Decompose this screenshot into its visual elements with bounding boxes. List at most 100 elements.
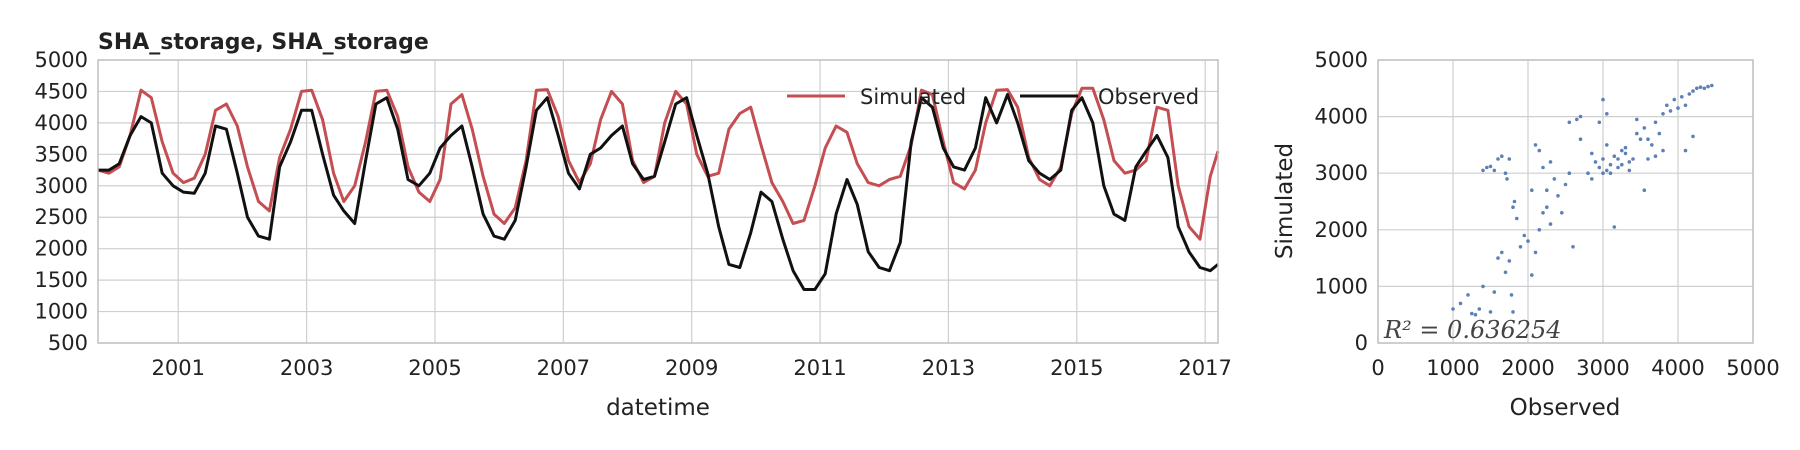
scatter-point — [1672, 97, 1677, 102]
scatter-point — [1687, 92, 1692, 96]
scatter-point — [1571, 245, 1575, 249]
timeseries-x-tick-label: 2015 — [1050, 356, 1103, 380]
timeseries-y-tick-label: 4000 — [35, 111, 88, 135]
scatter-point — [1477, 307, 1482, 311]
scatter-point — [1488, 310, 1493, 314]
scatter-point — [1695, 86, 1699, 91]
scatter-point — [1496, 256, 1500, 260]
scatter-point — [1605, 112, 1609, 116]
scatter-point — [1590, 151, 1594, 156]
scatter-point — [1635, 131, 1639, 136]
scatter-point — [1567, 171, 1572, 175]
scatter-point — [1620, 148, 1624, 153]
scatter-point — [1646, 137, 1650, 141]
timeseries-y-tick-label: 1500 — [35, 268, 88, 292]
scatter-point — [1653, 154, 1658, 158]
scatter-point — [1537, 228, 1542, 232]
scatter-point — [1526, 239, 1530, 243]
scatter-point — [1560, 211, 1564, 215]
scatter-point — [1593, 160, 1598, 164]
timeseries-x-tick-label: 2005 — [408, 356, 461, 380]
scatter-point — [1605, 168, 1609, 173]
scatter-point — [1702, 86, 1707, 91]
timeseries-x-axis-label: datetime — [606, 395, 710, 421]
scatter-grid — [1377, 59, 1754, 344]
scatter-point — [1668, 109, 1673, 113]
timeseries-y-tick-label: 2500 — [35, 205, 88, 229]
timeseries-x-tick-label: 2009 — [665, 356, 718, 380]
scatter-point — [1496, 157, 1500, 161]
timeseries-y-tick-label: 3500 — [35, 142, 88, 166]
scatter-point — [1500, 154, 1504, 158]
r-squared-annotation: R² = 0.636254 — [1383, 316, 1562, 344]
scatter-point — [1601, 157, 1605, 161]
timeseries-y-tick-label: 1000 — [35, 300, 88, 324]
timeseries-x-tick-label: 2017 — [1178, 356, 1231, 380]
scatter-point — [1623, 151, 1628, 156]
scatter-point — [1507, 157, 1512, 161]
scatter-point — [1556, 194, 1560, 198]
scatter-point — [1509, 293, 1514, 297]
scatter-y-tick-labels: 0 1000 2000 3000 4000 5000 — [1315, 48, 1368, 355]
timeseries-x-tick-labels: 2001 2003 2005 2007 2009 2011 2013 2015 2017 — [152, 356, 1232, 380]
scatter-point — [1706, 84, 1710, 89]
scatter-point — [1563, 182, 1568, 187]
scatter-point — [1661, 112, 1665, 116]
timeseries-y-tick-label: 5000 — [35, 48, 88, 72]
scatter-point — [1601, 171, 1605, 175]
scatter-point — [1481, 168, 1485, 173]
scatter-x-tick-label: 0 — [1371, 356, 1384, 380]
scatter-point — [1642, 126, 1647, 130]
timeseries-x-tick-label: 2013 — [922, 356, 975, 380]
scatter-point — [1590, 177, 1594, 181]
timeseries-series — [97, 86, 1220, 291]
scatter-point — [1537, 148, 1542, 153]
scatter-point — [1623, 145, 1628, 150]
timeseries-y-tick-label: 500 — [48, 331, 88, 355]
scatter-point — [1710, 83, 1714, 88]
scatter-point — [1481, 284, 1485, 289]
timeseries-x-tick-label: 2007 — [537, 356, 590, 380]
scatter-y-tick-label: 5000 — [1315, 48, 1368, 72]
scatter-y-axis-label: Simulated — [1272, 143, 1298, 259]
scatter-point — [1698, 85, 1703, 89]
scatter-point — [1530, 188, 1534, 192]
scatter-point — [1541, 211, 1545, 215]
scatter-point — [1545, 188, 1549, 192]
timeseries-y-tick-label: 4500 — [35, 79, 88, 103]
scatter-x-tick-label: 5000 — [1726, 356, 1779, 380]
scatter-point — [1548, 222, 1553, 226]
scatter-point — [1665, 103, 1669, 108]
scatter-point — [1661, 148, 1665, 153]
scatter-point — [1473, 312, 1478, 317]
scatter-y-tick-label: 2000 — [1315, 218, 1368, 242]
scatter-point — [1505, 177, 1509, 181]
scatter-point — [1511, 310, 1515, 314]
scatter-point — [1631, 157, 1635, 161]
scatter-point — [1586, 171, 1590, 175]
scatter-point — [1470, 311, 1474, 316]
scatter-point — [1533, 143, 1538, 147]
timeseries-chart: SHA_storage, SHA_storage 500 1000 1500 2000… — [35, 30, 1232, 421]
scatter-point — [1691, 134, 1695, 139]
scatter-y-tick-label: 0 — [1355, 331, 1368, 355]
scatter-point — [1515, 216, 1519, 221]
scatter-point — [1492, 168, 1497, 173]
scatter-point — [1500, 250, 1504, 255]
scatter-point — [1601, 97, 1605, 102]
scatter-point — [1608, 171, 1613, 175]
scatter-point — [1605, 143, 1609, 147]
scatter-point — [1691, 89, 1695, 93]
scatter-point — [1545, 205, 1549, 209]
scatter-point — [1612, 225, 1617, 229]
scatter-y-tick-label: 4000 — [1315, 105, 1368, 129]
scatter-point — [1567, 120, 1572, 125]
scatter-point — [1653, 120, 1658, 125]
series-line-observed — [98, 93, 1219, 291]
scatter-point — [1511, 205, 1515, 209]
scatter-point — [1657, 131, 1662, 136]
scatter-point — [1488, 164, 1493, 169]
scatter-point — [1458, 301, 1463, 306]
scatter-point — [1627, 168, 1632, 173]
